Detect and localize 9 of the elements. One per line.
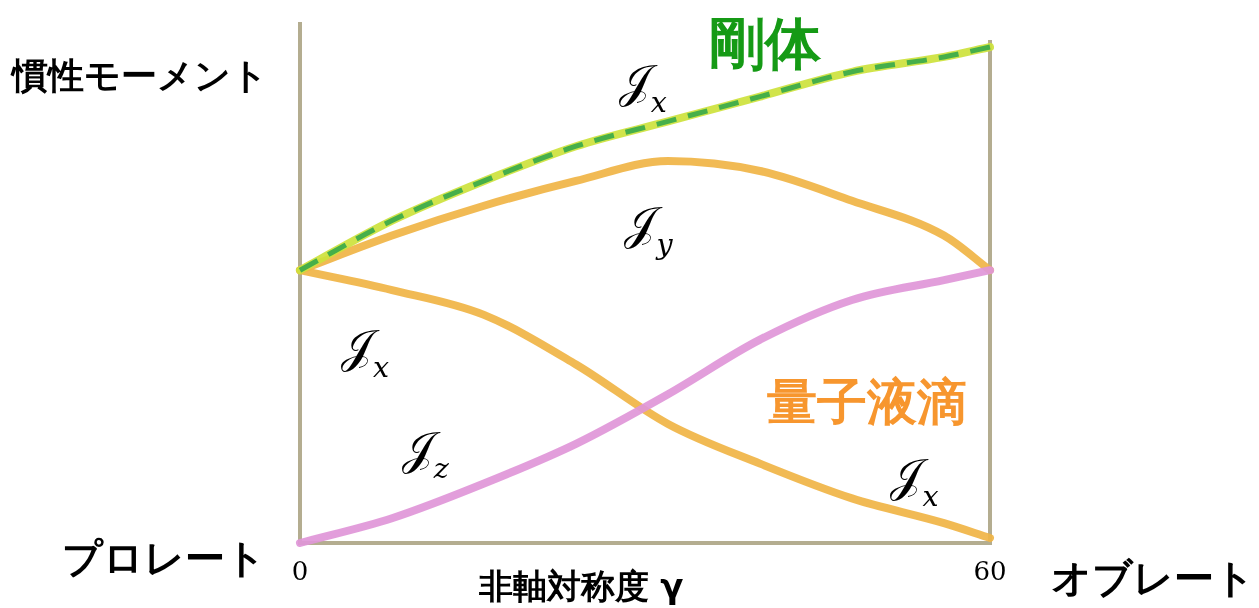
annotation: プロレート — [62, 535, 266, 581]
annotation: 量子液滴 — [767, 373, 967, 431]
x-label: 非軸対称度 γ — [478, 566, 684, 606]
y-label: 慣性モーメント — [12, 55, 268, 96]
annotation: オブレート — [1051, 555, 1255, 601]
annotation: 𝒥$_{x}$ — [890, 448, 939, 513]
annotation: 剛体 — [709, 11, 821, 76]
x-tick: 0 — [291, 556, 309, 586]
x-tick: 60 — [973, 556, 1007, 586]
